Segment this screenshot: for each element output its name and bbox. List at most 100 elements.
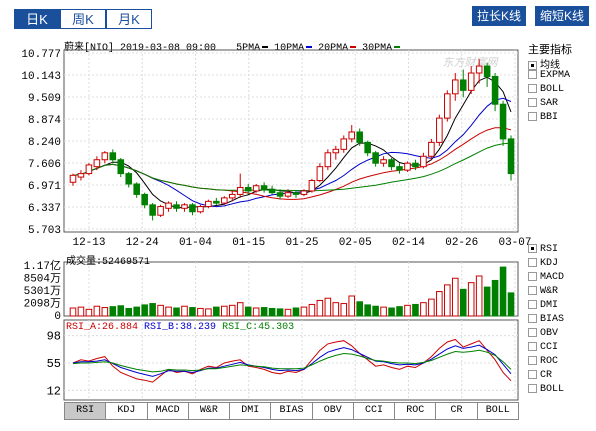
volume-bar	[141, 304, 148, 317]
sub-indicator-rsi[interactable]: RSI	[528, 244, 558, 255]
volume-bar	[483, 286, 491, 317]
checkbox[interactable]	[528, 314, 537, 323]
tab-wr[interactable]: W&R	[187, 402, 231, 420]
checkbox[interactable]	[528, 328, 537, 337]
sub-indicator-dmi[interactable]: DMI	[528, 300, 558, 311]
checkbox-label: MACD	[540, 272, 565, 284]
candle-body	[396, 166, 403, 171]
checkbox[interactable]	[528, 286, 537, 295]
checkbox-label: CCI	[540, 342, 559, 354]
checkbox[interactable]	[528, 272, 537, 281]
candle-body	[181, 204, 188, 209]
candle-body	[356, 131, 363, 143]
checkbox-label: BOLL	[540, 384, 565, 396]
volume-bar	[173, 307, 180, 317]
checkbox[interactable]	[528, 356, 537, 365]
candle-body	[316, 166, 324, 182]
candle-body	[221, 197, 228, 204]
candle-body	[173, 204, 180, 209]
ma-label-1: 10PMA	[274, 43, 305, 54]
candle-body	[149, 204, 156, 216]
main-indicator-sar[interactable]: SAR	[528, 98, 558, 109]
checkbox[interactable]	[528, 370, 537, 379]
tab-obv[interactable]: OBV	[311, 402, 354, 420]
sub-indicator-cci[interactable]: CCI	[528, 342, 558, 353]
candle-body	[428, 141, 435, 157]
sub-indicator-boll[interactable]: BOLL	[528, 384, 564, 395]
ma-swatch-0	[262, 46, 269, 49]
checkbox[interactable]	[528, 60, 537, 70]
checkbox[interactable]	[528, 84, 537, 93]
candle-body	[292, 192, 300, 195]
candle-body	[475, 65, 483, 74]
main-indicator-[interactable]: 均线	[528, 56, 560, 72]
volume-bar	[499, 266, 507, 317]
price-tick-label: 8.874	[28, 115, 61, 127]
checkbox[interactable]	[528, 98, 537, 107]
sub-indicator-kdj[interactable]: KDJ	[528, 258, 558, 269]
ma-label-3: 30PMA	[362, 43, 393, 54]
rsi-legend: RSI_A:26.884 RSI_B:38.239 RSI_C:45.303	[66, 322, 294, 333]
tab-kdj[interactable]: KDJ	[105, 402, 148, 420]
volume-bar	[292, 307, 300, 317]
candle-body	[420, 155, 427, 168]
tab-macd[interactable]: MACD	[146, 402, 189, 420]
period-tab-2[interactable]: 月K	[106, 9, 152, 29]
checkbox[interactable]	[528, 384, 537, 393]
volume-tick-label: 1.17亿	[24, 259, 61, 273]
sub-indicator-obv[interactable]: OBV	[528, 328, 558, 339]
candle-body	[213, 200, 220, 204]
tab-cr[interactable]: CR	[435, 402, 478, 420]
bottom-indicator-tabs: RSI KDJ MACD W&R DMI BIAS OBV CCI ROC CR BOLL	[64, 402, 519, 420]
checkbox[interactable]	[528, 342, 537, 351]
price-tick-label: 9.509	[28, 93, 61, 105]
volume-bar	[436, 291, 443, 317]
period-tab-0[interactable]: 日K	[14, 9, 60, 29]
checkbox[interactable]	[528, 300, 537, 309]
sub-indicator-bias[interactable]: BIAS	[528, 314, 564, 325]
checkbox[interactable]	[528, 244, 537, 253]
candle-body	[157, 206, 164, 216]
tab-roc[interactable]: ROC	[394, 402, 437, 420]
sub-indicator-wr[interactable]: W&R	[528, 286, 558, 297]
price-tick-label: 8.240	[28, 137, 61, 149]
sub-indicator-roc[interactable]: ROC	[528, 356, 558, 367]
sub-indicator-cr[interactable]: CR	[528, 370, 552, 381]
candle-body	[109, 152, 117, 161]
main-indicator-expma[interactable]: EXPMA	[528, 70, 570, 81]
date-tick-label: 12-13	[72, 237, 105, 249]
tab-bias[interactable]: BIAS	[270, 402, 313, 420]
volume-bar	[244, 306, 252, 317]
candle-body	[165, 202, 172, 209]
tab-dmi[interactable]: DMI	[229, 402, 272, 420]
volume-bar	[475, 275, 483, 317]
checkbox-label: BIAS	[540, 314, 565, 326]
date-tick-label: 03-07	[498, 237, 531, 249]
shrink-kline-button[interactable]: 缩短K线	[535, 6, 590, 26]
checkbox[interactable]	[528, 112, 537, 121]
main-indicator-boll[interactable]: BOLL	[528, 84, 564, 95]
tab-cci[interactable]: CCI	[352, 402, 396, 420]
checkbox[interactable]	[528, 70, 537, 79]
stretch-kline-button[interactable]: 拉长K线	[472, 6, 527, 26]
checkbox[interactable]	[528, 258, 537, 267]
checkbox-label: KDJ	[540, 258, 559, 270]
volume-bar	[181, 305, 188, 317]
volume-bar	[109, 306, 117, 317]
volume-bar	[324, 297, 332, 317]
tab-boll[interactable]: BOLL	[476, 402, 519, 420]
checkbox-label: EXPMA	[540, 70, 571, 82]
ma-swatch-1	[306, 46, 313, 49]
volume-bar	[252, 307, 260, 317]
volume-bar	[364, 304, 371, 317]
sub-indicator-macd[interactable]: MACD	[528, 272, 564, 283]
main-indicator-bbi[interactable]: BBI	[528, 112, 558, 123]
tab-rsi[interactable]: RSI	[64, 402, 107, 420]
candle-body	[380, 159, 387, 164]
date-tick-label: 02-26	[445, 237, 478, 249]
volume-bar	[268, 307, 276, 317]
volume-bar	[260, 307, 268, 317]
period-tab-1[interactable]: 周K	[60, 9, 106, 29]
price-tick-label: 10.143	[21, 71, 61, 83]
